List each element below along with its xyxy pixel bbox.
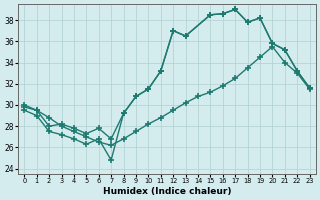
X-axis label: Humidex (Indice chaleur): Humidex (Indice chaleur) — [103, 187, 231, 196]
